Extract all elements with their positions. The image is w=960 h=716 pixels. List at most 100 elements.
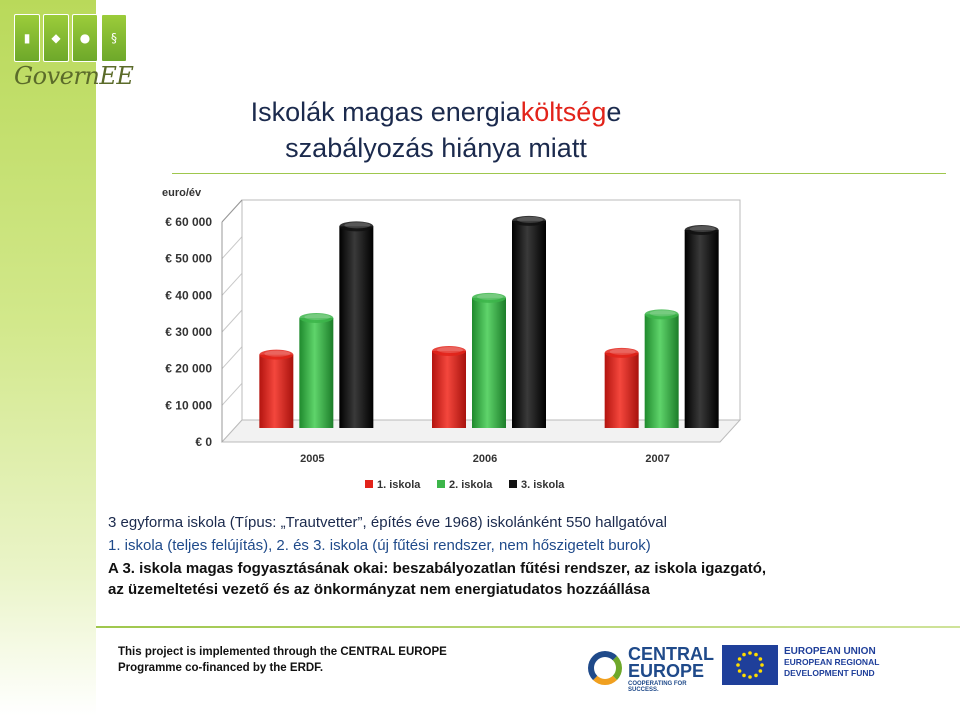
bar-front	[644, 314, 679, 428]
central-europe-swirl-icon	[588, 651, 622, 685]
gridline-depth	[221, 272, 243, 296]
eu-star	[758, 669, 763, 673]
ce-name-line-2: EUROPE	[628, 661, 705, 681]
body-line-1: 3 egyforma iskola (Típus: „Trautvetter”,…	[108, 514, 667, 531]
x-tick-labels: 2005 2006 2007	[300, 453, 670, 465]
footer-text: This project is implemented through the …	[118, 644, 447, 676]
gridline-depth	[221, 236, 243, 260]
y-tick-label: € 20 000	[165, 362, 212, 376]
page-title: Iskolák magas energiaköltsége szabályozá…	[96, 94, 776, 166]
eu-star	[748, 651, 752, 655]
building-icon: ▮	[14, 14, 40, 62]
y-tick-label: € 50 000	[165, 252, 212, 266]
bar	[472, 292, 506, 428]
bar	[604, 347, 639, 428]
y-tick-label: € 0	[195, 435, 212, 449]
eu-line-1: EUROPEAN UNION	[784, 646, 876, 657]
eu-star	[737, 657, 742, 661]
footer-line-1: This project is implemented through the …	[118, 646, 447, 658]
bar-front	[259, 354, 294, 428]
eu-star	[758, 657, 763, 661]
eu-star	[737, 669, 742, 673]
bar-top	[684, 225, 719, 235]
sun-icon: ●	[72, 14, 98, 62]
eu-line-3: DEVELOPMENT FUND	[784, 668, 875, 678]
bar	[259, 349, 294, 428]
bar-top	[472, 292, 506, 303]
y-tick-label: € 30 000	[165, 325, 212, 339]
gridline-depth	[221, 346, 243, 370]
bar	[512, 215, 546, 428]
bar-top	[339, 221, 374, 232]
logo-tiles: ▮ ◆ ● §	[14, 14, 130, 62]
eu-star	[754, 673, 758, 678]
title-accent: költség	[520, 97, 607, 127]
bar-top-highlight	[649, 310, 676, 317]
gridline-depth	[221, 309, 243, 333]
title-line-2: szabályozás hiánya miatt	[285, 133, 587, 163]
chart-legend: 1. iskola 2. iskola 3. iskola	[365, 479, 565, 491]
central-europe-slogan: COOPERATING FOR SUCCESS.	[628, 681, 687, 693]
central-europe-logo: CENTRAL EUROPE COOPERATING FOR SUCCESS.	[588, 644, 718, 693]
y-axis-depth	[221, 199, 243, 223]
y-tick-label: € 10 000	[165, 398, 212, 412]
footer-line-2: Programme co-financed by the ERDF.	[118, 662, 324, 674]
x-tick-label: 2005	[300, 453, 324, 465]
bar-top-highlight	[264, 350, 291, 357]
eu-star	[742, 673, 746, 678]
x-tick-label: 2006	[473, 453, 497, 465]
eu-flag-icon	[722, 645, 778, 685]
legend-label: 3. iskola	[521, 479, 565, 491]
title-part-1: Iskolák magas energia	[250, 97, 521, 127]
body-line-4: az üzemeltetési vezető és az önkormányza…	[108, 581, 650, 598]
y-axis-label: euro/év	[162, 187, 202, 199]
bar-front	[472, 297, 506, 428]
eu-star	[736, 663, 740, 667]
bar-front	[432, 351, 466, 428]
legend-label: 2. iskola	[449, 479, 493, 491]
bar-chart: euro/év € 0 € 10 000 € 20 000 € 30 000 € 40 …	[162, 187, 742, 491]
body-line-3: A 3. iskola magas fogyasztásának okai: b…	[108, 560, 767, 577]
bar-top-highlight	[609, 348, 636, 355]
gridline-depth	[221, 382, 243, 406]
bar-top-highlight	[689, 226, 716, 232]
bar-top	[604, 347, 639, 358]
eu-star	[754, 652, 758, 657]
legend-swatch	[437, 480, 445, 488]
title-divider	[172, 173, 946, 174]
chart-bars	[259, 215, 719, 428]
ce-name-line-1: CENTRAL	[628, 644, 714, 664]
y-tick-label: € 60 000	[165, 215, 212, 229]
bar	[299, 313, 334, 428]
legend-swatch	[365, 480, 373, 488]
eu-star	[742, 652, 746, 657]
bar	[339, 221, 374, 428]
eu-line-2: EUROPEAN REGIONAL	[784, 657, 880, 667]
y-tick-labels: € 0 € 10 000 € 20 000 € 30 000 € 40 000 € 50 …	[165, 215, 212, 449]
footer-divider	[96, 626, 960, 628]
bar	[644, 309, 679, 428]
legend-swatch	[509, 480, 517, 488]
bar-top-highlight	[517, 216, 543, 223]
eu-star	[760, 663, 764, 667]
bar-top	[432, 346, 466, 356]
bar-top	[512, 215, 546, 226]
logo: GovernEE	[14, 62, 134, 90]
bar	[684, 225, 719, 428]
bar	[432, 346, 466, 428]
bar-front	[299, 318, 334, 428]
paragraph-icon: §	[101, 14, 127, 62]
title-line-1: Iskolák magas energiaköltsége	[96, 94, 776, 130]
side-band: ▮ ◆ ● § GovernEE	[0, 0, 134, 716]
eu-fund-label: EUROPEAN UNION EUROPEAN REGIONAL DEVELOP…	[784, 646, 879, 679]
eu-star	[748, 675, 752, 679]
title-part-3: e	[606, 97, 622, 127]
bar-top	[644, 309, 679, 320]
x-tick-label: 2007	[645, 453, 669, 465]
body-line-2: 1. iskola (teljes felújítás), 2. és 3. i…	[108, 537, 651, 554]
bar-top-highlight	[477, 293, 503, 300]
bar-top-highlight	[344, 222, 371, 229]
bar-top-highlight	[437, 347, 463, 353]
bar-top-highlight	[304, 314, 331, 320]
bar-front	[604, 352, 639, 428]
